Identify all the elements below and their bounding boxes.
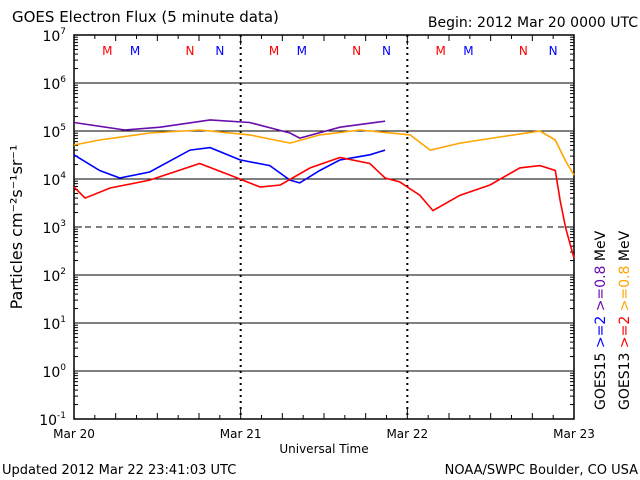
footer-source: NOAA/SWPC Boulder, CO USA xyxy=(445,463,638,478)
satellite-marker-M: M xyxy=(463,44,473,58)
satellite-marker-M: M xyxy=(297,44,307,58)
y-tick-label: 10-1 xyxy=(39,411,66,429)
x-tick-label: Mar 21 xyxy=(220,427,262,441)
satellite-marker-M: M xyxy=(130,44,140,58)
legend-goes15: GOES15 >=2 >=0.8 MeV xyxy=(593,230,609,410)
footer-updated: Updated 2012 Mar 22 23:41:03 UTC xyxy=(2,463,236,478)
satellite-marker-M: M xyxy=(269,44,279,58)
x-tick-label: Mar 20 xyxy=(53,427,95,441)
x-tick-label: Mar 23 xyxy=(553,427,595,441)
series-goes15-0-8-mev xyxy=(73,119,386,139)
y-tick-label: 105 xyxy=(42,123,66,141)
x-tick-label: Mar 22 xyxy=(386,427,428,441)
y-tick-label: 104 xyxy=(42,171,66,189)
satellite-marker-M: M xyxy=(435,44,445,58)
series-goes15-2-mev xyxy=(73,146,386,184)
y-tick-label: 100 xyxy=(42,363,66,381)
y-tick-labels: 107 106 105 104 103 102 101 100 10-1 xyxy=(39,27,66,429)
y-tick-label: 103 xyxy=(42,219,66,237)
series-goes13-0-8-mev xyxy=(73,129,575,176)
legend-goes13: GOES13 >=2 >=0.8 MeV xyxy=(617,230,633,410)
y-tick-label: 101 xyxy=(42,315,66,333)
y-tick-label: 107 xyxy=(42,27,66,45)
series-goes13-2-mev xyxy=(73,156,575,259)
legend: GOES15 >=2 >=0.8 MeV GOES13 >=2 >=0.8 MeV xyxy=(593,230,633,410)
satellite-marker-N: N xyxy=(382,44,391,58)
x-axis-label: Universal Time xyxy=(279,442,368,456)
grid xyxy=(74,35,574,419)
y-tick-label: 102 xyxy=(42,267,66,285)
chart-begin-time: Begin: 2012 Mar 20 0000 UTC xyxy=(428,15,638,31)
satellite-marker-N: N xyxy=(215,44,224,58)
y-tick-label: 106 xyxy=(42,75,66,93)
axis-ticks xyxy=(73,34,575,420)
y-axis-label: Particles cm⁻²s⁻¹sr⁻¹ xyxy=(7,145,26,310)
series-lines xyxy=(73,119,575,259)
satellite-marker-N: N xyxy=(549,44,558,58)
chart-title: GOES Electron Flux (5 minute data) xyxy=(12,8,279,26)
satellite-marker-N: N xyxy=(352,44,361,58)
x-tick-labels: Mar 20 Mar 21 Mar 22 Mar 23 xyxy=(53,427,595,441)
plot-frame xyxy=(73,34,575,420)
satellite-marker-N: N xyxy=(185,44,194,58)
satellite-marker-M: M xyxy=(102,44,112,58)
satellite-marker-N: N xyxy=(519,44,528,58)
